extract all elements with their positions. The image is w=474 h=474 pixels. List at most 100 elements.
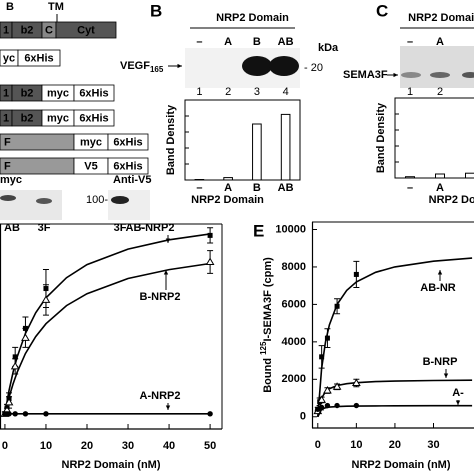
data-point <box>12 411 18 417</box>
panel-label: E <box>253 221 264 240</box>
size-marker: - 20 <box>304 62 323 74</box>
lane-number: 3 <box>254 86 260 98</box>
domain-text: 1 <box>3 24 9 36</box>
blot-band <box>462 72 474 78</box>
x-axis-label: NRP2 Domain (nM) <box>62 459 161 471</box>
lane-label: B <box>253 36 261 48</box>
x-tick-label: AB <box>278 182 294 194</box>
arrow-head <box>165 238 171 243</box>
series-label: B-NRP2 <box>140 291 181 303</box>
arrow-head <box>443 373 449 378</box>
x-tick-label: 10 <box>40 440 52 452</box>
lane-label: AB <box>278 36 294 48</box>
x-tick-label: A <box>436 182 444 194</box>
x-tick-label: B <box>253 182 261 194</box>
panel-label: B <box>150 1 162 20</box>
domain-text: yc <box>3 52 15 64</box>
blot-image <box>0 190 62 220</box>
data-point <box>353 271 359 277</box>
series-label: AB-NR <box>420 282 455 294</box>
panel-label: C <box>376 1 388 20</box>
blot-title: Anti-V5 <box>113 174 152 186</box>
domain-text: 6xHis <box>24 52 53 64</box>
x-tick-label: – <box>407 182 413 194</box>
domain-text: 6xHis <box>79 87 108 99</box>
lane-number: 2 <box>225 86 231 98</box>
data-point <box>22 411 29 417</box>
fit-curve <box>4 233 211 414</box>
header: NRP2 Domain <box>408 12 474 24</box>
series-label: A- <box>452 387 464 399</box>
domain-text: F <box>4 136 11 148</box>
y-label-sup: 125 <box>259 341 268 355</box>
y-tick-label: 10000 <box>275 223 306 235</box>
y-tick-label: 0 <box>300 411 306 423</box>
y-axis-label: Band Density <box>375 102 387 173</box>
data-point <box>318 404 325 411</box>
x-tick-label: 30 <box>122 440 134 452</box>
blot-lane: – <box>139 222 145 234</box>
blot-lane: 3F <box>38 222 51 234</box>
domain-text: F <box>4 160 11 172</box>
data-point <box>21 333 30 341</box>
domain-box <box>55 21 117 39</box>
domain-label: TM <box>48 1 64 13</box>
domain-text: 1 <box>3 87 9 99</box>
data-point <box>334 402 340 409</box>
arrow-head <box>393 72 398 78</box>
domain-text: 1 <box>3 112 9 124</box>
data-point <box>6 411 12 417</box>
lane-label: A <box>224 36 232 48</box>
x-tick-label: 30 <box>427 439 439 451</box>
x-axis-label: NRP2 Domain <box>429 194 474 206</box>
plot-frame <box>184 99 301 181</box>
domain-box <box>73 109 115 127</box>
domain-text: b2 <box>21 24 34 36</box>
y-label-text: I-SEMA3F (cpm) <box>262 257 274 342</box>
arrow-head <box>177 63 182 69</box>
domain-text: Cyt <box>77 24 95 36</box>
bar <box>252 123 262 181</box>
data-point <box>43 411 49 417</box>
y-tick-label: 2000 <box>282 373 306 385</box>
x-tick-label: 10 <box>350 439 362 451</box>
domain-box <box>107 157 149 175</box>
bar <box>465 172 474 179</box>
fit-curve <box>317 379 473 417</box>
blot-band <box>36 198 52 204</box>
bar <box>280 113 291 181</box>
y-tick-label: 6000 <box>282 298 306 310</box>
blot-band <box>430 72 450 78</box>
data-point <box>205 257 215 265</box>
lane-number: 2 <box>437 86 443 98</box>
band-label-text: SEMA3F <box>343 69 388 81</box>
blot-lane: 3F <box>114 222 127 234</box>
header: NRP2 Domain <box>216 12 289 24</box>
data-point <box>4 397 14 406</box>
domain-text: b2 <box>21 87 34 99</box>
x-tick-label: 0 <box>315 439 321 451</box>
blot-band <box>111 196 129 204</box>
band-label: VEGF165 <box>120 60 164 74</box>
series-label: A-NRP2 <box>140 390 181 402</box>
domain-text: 6xHis <box>113 136 142 148</box>
blot-image <box>108 190 150 220</box>
data-point <box>207 411 213 417</box>
data-point <box>41 295 51 303</box>
data-point <box>324 402 331 409</box>
data-point <box>332 382 342 390</box>
lane-label: – <box>407 36 413 48</box>
domain-text: 6xHis <box>79 112 108 124</box>
data-point <box>207 232 213 238</box>
band-label: SEMA3F <box>343 69 388 81</box>
data-point <box>324 335 330 341</box>
bar <box>223 177 233 181</box>
blot-band <box>269 56 299 76</box>
x-tick-label: 40 <box>163 440 175 452</box>
y-tick-label: 8000 <box>282 261 306 273</box>
x-axis-label: NRP2 Domain <box>191 194 264 206</box>
y-axis-label: Band Density <box>165 104 177 175</box>
fit-curve <box>317 257 473 417</box>
data-point <box>334 303 340 309</box>
